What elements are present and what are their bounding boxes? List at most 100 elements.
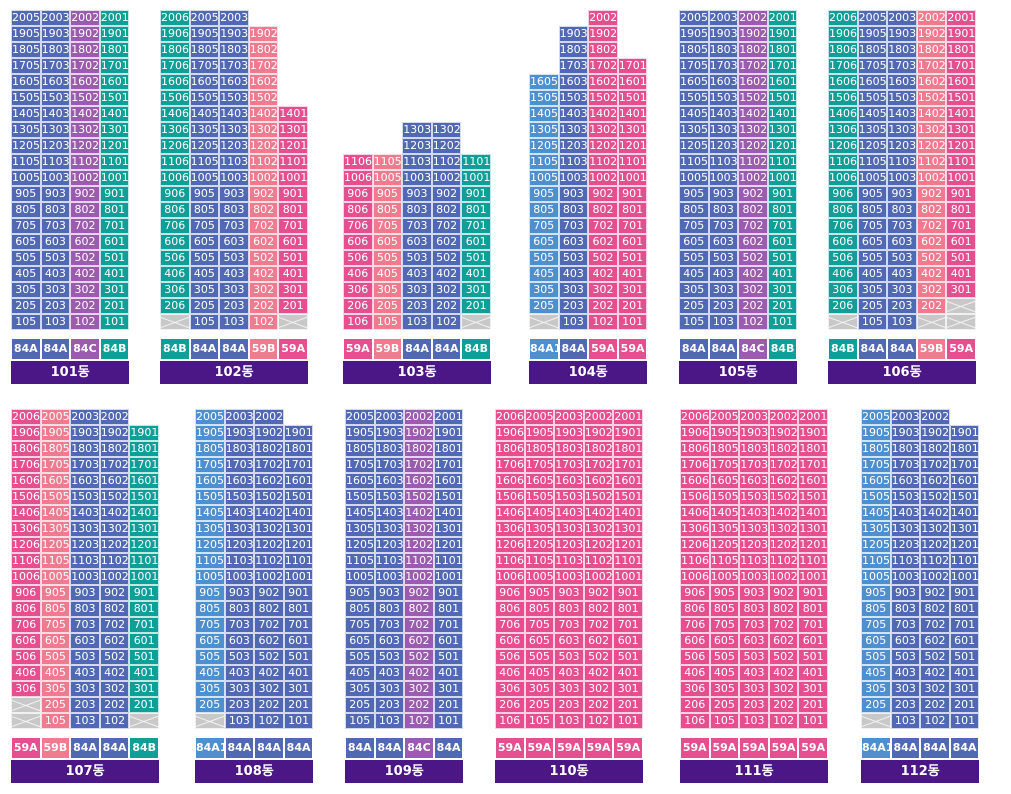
unit-cell: 1903 <box>224 425 255 441</box>
building-block: 2006 1906 1806 1706 1606 1506 1406 1306 1206 1106… <box>160 10 308 388</box>
unit-cell: 1402 <box>588 106 618 122</box>
unit-cell: 1203 <box>887 138 917 154</box>
unit-cell: 403 <box>558 266 589 282</box>
unit-cell: 403 <box>890 665 921 681</box>
unit-cell: 302 <box>588 282 618 298</box>
unit-cell: 601 <box>278 234 308 250</box>
unit-cell: 305 <box>861 681 891 697</box>
unit-cell: 801 <box>433 601 464 617</box>
unit-cell: 901 <box>617 186 648 202</box>
unit-cell: 305 <box>345 681 375 697</box>
unit-type-label: 84B <box>768 339 797 359</box>
unit-cell: 2005 <box>679 10 709 26</box>
unit-cell: 906 <box>680 585 710 601</box>
unit-cell: 1501 <box>99 90 130 106</box>
unit-cell: 906 <box>828 186 858 202</box>
unit-cell: 1403 <box>890 505 921 521</box>
unit-cell: 401 <box>129 665 159 681</box>
unit-cell: 1402 <box>99 505 130 521</box>
unit-cell: 1303 <box>890 521 921 537</box>
unit-cell: 1405 <box>709 505 740 521</box>
unit-cell: 801 <box>798 601 828 617</box>
unit-cell: 2003 <box>554 409 584 425</box>
unit-cell: 301 <box>617 282 648 298</box>
unit-cell: 1201 <box>433 537 464 553</box>
unit-cell: 1105 <box>861 553 891 569</box>
unit-cell: 2003 <box>219 10 249 26</box>
unit-type-label: 84A <box>680 339 708 359</box>
unit-cell: 602 <box>916 234 947 250</box>
unit-cell: 1201 <box>617 138 648 154</box>
unit-cell: 1205 <box>709 537 740 553</box>
unit-cell: 305 <box>709 681 740 697</box>
building-name: 108동 <box>195 760 314 783</box>
unit-cell: 902 <box>404 585 434 601</box>
unit-cell: 1203 <box>224 537 255 553</box>
unit-cell: 303 <box>402 282 432 298</box>
unit-cell: 706 <box>828 218 858 234</box>
unit-cell: 1501 <box>129 489 159 505</box>
unit-cell: 1401 <box>617 106 648 122</box>
unit-cell: 2001 <box>946 10 976 26</box>
unit-cell: 505 <box>11 250 41 266</box>
unit-cell: 703 <box>890 617 921 633</box>
unit-cell: 1301 <box>278 122 308 138</box>
unit-cell: 405 <box>372 266 403 282</box>
unit-cell: 502 <box>404 649 434 665</box>
unit-cell: 1705 <box>40 457 71 473</box>
unit-cell: 901 <box>283 585 314 601</box>
unit-cell: 906 <box>343 186 373 202</box>
unit-cell: 802 <box>99 601 130 617</box>
unit-cell: 903 <box>219 186 249 202</box>
blank-unit <box>278 314 308 330</box>
unit-cell: 1306 <box>160 122 190 138</box>
unit-type-label: 84B <box>161 339 189 359</box>
unit-cell: 706 <box>160 218 190 234</box>
unit-cell: 803 <box>70 601 100 617</box>
unit-cell: 1303 <box>887 122 917 138</box>
unit-cell: 1005 <box>529 170 559 186</box>
unit-cell: 2005 <box>524 409 555 425</box>
unit-cell: 805 <box>189 202 220 218</box>
unit-cell: 1706 <box>495 457 525 473</box>
unit-cell: 503 <box>708 250 739 266</box>
unit-cell: 702 <box>920 617 950 633</box>
unit-cell: 502 <box>70 250 100 266</box>
unit-cell: 1106 <box>680 553 710 569</box>
unit-cell: 402 <box>768 665 799 681</box>
unit-cell: 1905 <box>709 425 740 441</box>
unit-cell: 903 <box>374 585 405 601</box>
unit-cell: 602 <box>99 633 130 649</box>
unit-cell: 1302 <box>920 521 950 537</box>
unit-cell: 1801 <box>949 441 980 457</box>
unit-cell: 1406 <box>11 505 41 521</box>
unit-cell: 1805 <box>524 441 555 457</box>
unit-cell: 702 <box>916 218 947 234</box>
unit-cell: 105 <box>709 713 740 729</box>
unit-cell: 1002 <box>583 569 614 585</box>
unit-cell: 1306 <box>495 521 525 537</box>
building-block: 2006 1906 1806 1706 1606 1506 1406 1306 1206 1106… <box>828 10 976 388</box>
unit-cell: 1502 <box>254 489 284 505</box>
unit-cell: 801 <box>617 202 648 218</box>
unit-type-label: 84B <box>100 339 129 359</box>
unit-cell: 1006 <box>11 569 41 585</box>
unit-cell: 403 <box>70 665 100 681</box>
unit-cell: 1305 <box>709 521 740 537</box>
unit-cell: 1402 <box>583 505 614 521</box>
unit-cell: 1903 <box>70 425 100 441</box>
unit-cell: 1405 <box>345 505 375 521</box>
unit-cell: 705 <box>195 617 225 633</box>
unit-cell: 1105 <box>857 154 888 170</box>
unit-cell: 301 <box>949 681 980 697</box>
unit-cell: 201 <box>613 697 643 713</box>
unit-cell: 603 <box>708 234 739 250</box>
unit-cell: 801 <box>461 202 491 218</box>
unit-cell: 602 <box>404 633 434 649</box>
unit-cell: 1106 <box>160 154 190 170</box>
unit-cell: 1101 <box>949 553 980 569</box>
unit-cell: 802 <box>916 202 947 218</box>
unit-cell: 402 <box>916 266 947 282</box>
unit-cell: 2001 <box>613 409 643 425</box>
unit-cell: 1003 <box>70 569 100 585</box>
